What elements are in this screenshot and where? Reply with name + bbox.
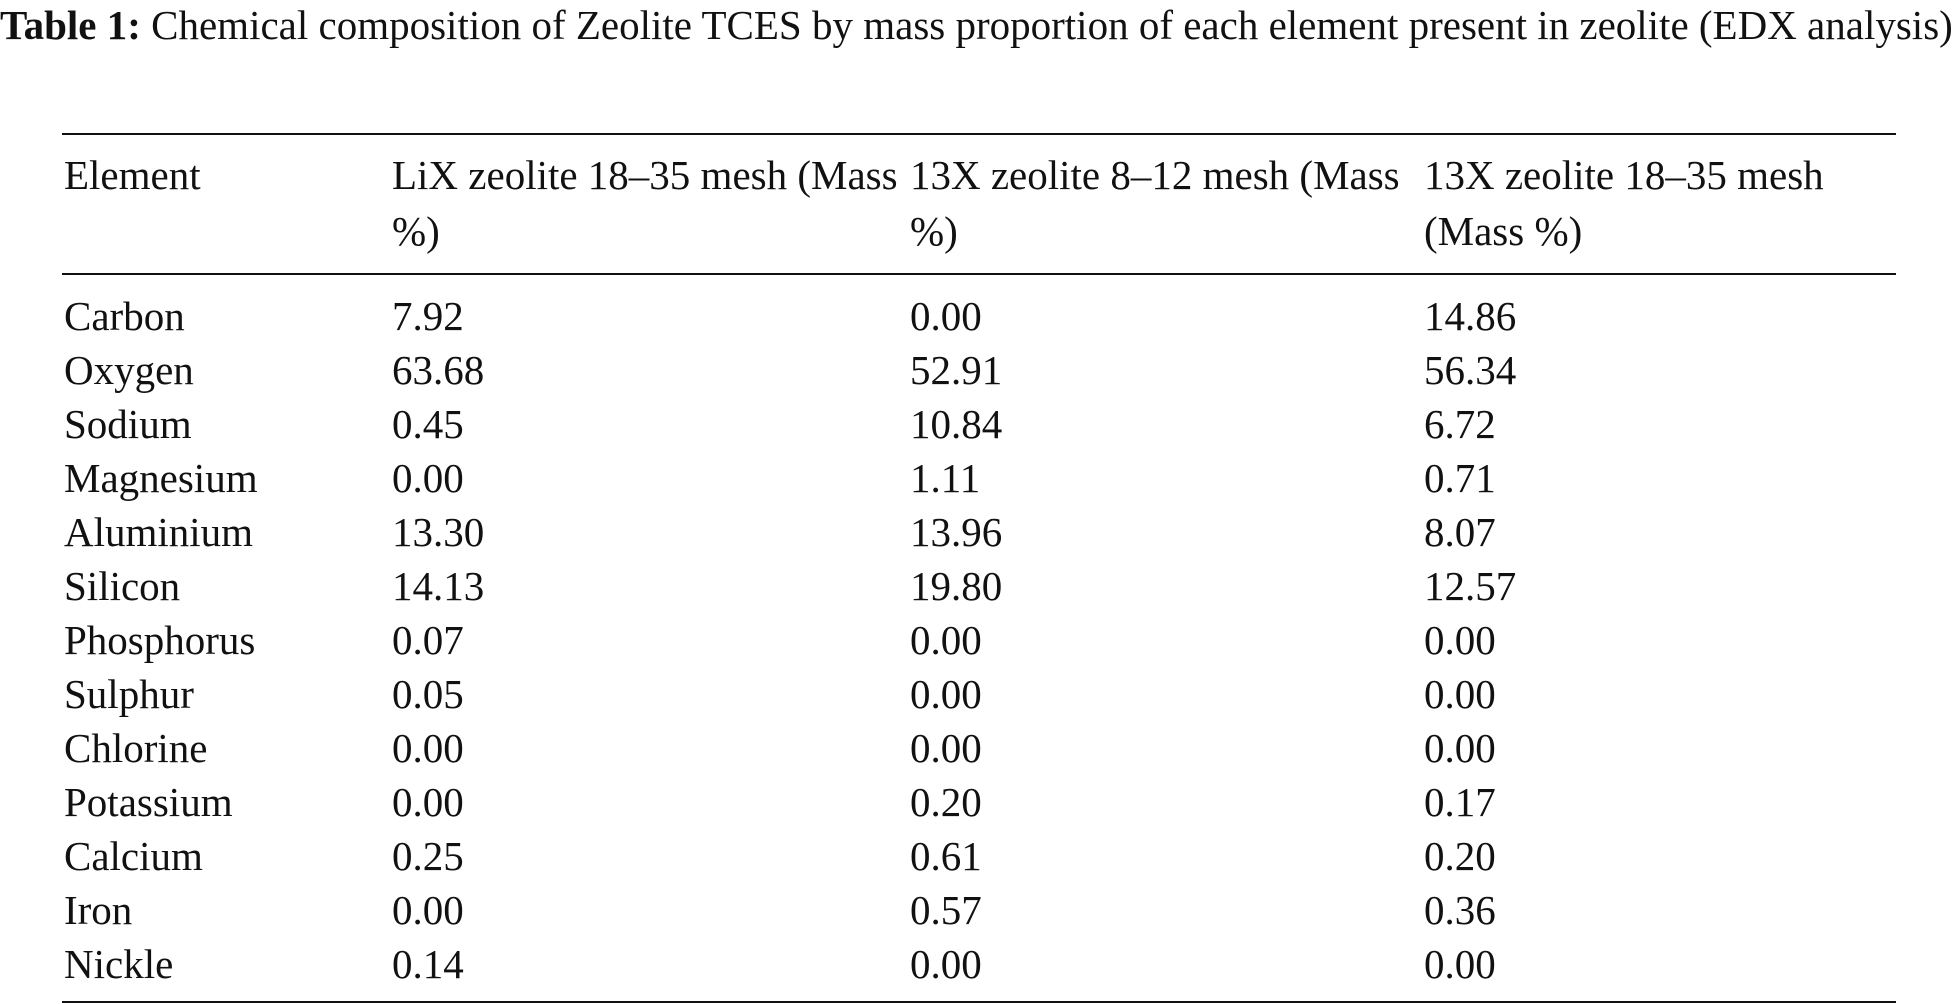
13x-8-12-cell: 0.61	[910, 833, 982, 879]
element-cell: Chlorine	[64, 725, 208, 771]
composition-table: Element LiX zeolite 18–35 mesh (Mass %) …	[62, 133, 1896, 1003]
element-cell: Oxygen	[64, 347, 194, 393]
element-cell: Carbon	[64, 293, 185, 339]
lix-18-35-cell: 13.30	[392, 509, 485, 555]
13x-18-35-cell: 0.17	[1424, 779, 1496, 825]
13x-8-12-cell: 0.57	[910, 887, 982, 933]
table-row: Sodium 0.45 10.84 6.72	[62, 397, 1896, 451]
table-row: Nickle 0.14 0.00 0.00	[62, 937, 1896, 1002]
13x-8-12-cell: 0.00	[910, 617, 982, 663]
13x-18-35-cell: 0.71	[1424, 455, 1496, 501]
table-row: Aluminium 13.30 13.96 8.07	[62, 505, 1896, 559]
13x-8-12-cell: 0.00	[910, 725, 982, 771]
element-cell: Calcium	[64, 833, 203, 879]
lix-18-35-cell: 0.05	[392, 671, 464, 717]
element-cell: Phosphorus	[64, 617, 256, 663]
table-row: Silicon 14.13 19.80 12.57	[62, 559, 1896, 613]
13x-18-35-cell: 0.00	[1424, 725, 1496, 771]
table-caption-label: Table 1:	[0, 2, 141, 48]
lix-18-35-cell: 0.00	[392, 455, 464, 501]
element-cell: Silicon	[64, 563, 181, 609]
lix-18-35-cell: 0.00	[392, 887, 464, 933]
lix-18-35-cell: 14.13	[392, 563, 485, 609]
13x-8-12-cell: 13.96	[910, 509, 1003, 555]
13x-8-12-cell: 19.80	[910, 563, 1003, 609]
table-header: Element LiX zeolite 18–35 mesh (Mass %) …	[62, 134, 1896, 274]
table-row: Sulphur 0.05 0.00 0.00	[62, 667, 1896, 721]
table-caption-text: Chemical composition of Zeolite TCES by …	[151, 2, 1953, 48]
13x-18-35-cell: 56.34	[1424, 347, 1517, 393]
table-row: Carbon 7.92 0.00 14.86	[62, 274, 1896, 343]
13x-8-12-cell: 1.11	[910, 455, 981, 501]
element-cell: Nickle	[64, 941, 174, 987]
table-row: Phosphorus 0.07 0.00 0.00	[62, 613, 1896, 667]
element-cell: Sulphur	[64, 671, 194, 717]
13x-8-12-cell: 10.84	[910, 401, 1003, 447]
table-row: Calcium 0.25 0.61 0.20	[62, 829, 1896, 883]
lix-18-35-cell: 63.68	[392, 347, 485, 393]
table-body: Carbon 7.92 0.00 14.86 Oxygen 63.68 52.91 56.34…	[62, 274, 1896, 1002]
element-cell: Potassium	[64, 779, 233, 825]
table-row: Chlorine 0.00 0.00 0.00	[62, 721, 1896, 775]
lix-18-35-cell: 0.00	[392, 725, 464, 771]
column-header-13x-8-12: 13X zeolite 8–12 mesh (Mass %)	[910, 152, 1400, 254]
lix-18-35-cell: 0.14	[392, 941, 464, 987]
13x-18-35-cell: 8.07	[1424, 509, 1496, 555]
element-cell: Magnesium	[64, 455, 258, 501]
13x-8-12-cell: 52.91	[910, 347, 1003, 393]
lix-18-35-cell: 0.25	[392, 833, 464, 879]
lix-18-35-cell: 7.92	[392, 293, 464, 339]
13x-8-12-cell: 0.00	[910, 671, 982, 717]
lix-18-35-cell: 0.07	[392, 617, 464, 663]
13x-18-35-cell: 0.00	[1424, 617, 1496, 663]
table-row: Iron 0.00 0.57 0.36	[62, 883, 1896, 937]
composition-table-wrapper: Element LiX zeolite 18–35 mesh (Mass %) …	[62, 133, 1896, 1003]
column-header-13x-18-35: 13X zeolite 18–35 mesh (Mass %)	[1424, 152, 1824, 254]
13x-18-35-cell: 0.00	[1424, 671, 1496, 717]
13x-8-12-cell: 0.20	[910, 779, 982, 825]
13x-18-35-cell: 0.20	[1424, 833, 1496, 879]
table-row: Oxygen 63.68 52.91 56.34	[62, 343, 1896, 397]
element-cell: Aluminium	[64, 509, 254, 555]
table-caption: Table 1: Chemical composition of Zeolite…	[0, 0, 1954, 50]
column-header-element: Element	[64, 152, 201, 198]
table-row: Potassium 0.00 0.20 0.17	[62, 775, 1896, 829]
element-cell: Iron	[64, 887, 133, 933]
header-row: Element LiX zeolite 18–35 mesh (Mass %) …	[62, 134, 1896, 274]
13x-18-35-cell: 0.00	[1424, 941, 1496, 987]
13x-18-35-cell: 0.36	[1424, 887, 1496, 933]
13x-18-35-cell: 14.86	[1424, 293, 1517, 339]
lix-18-35-cell: 0.45	[392, 401, 464, 447]
13x-8-12-cell: 0.00	[910, 293, 982, 339]
13x-18-35-cell: 12.57	[1424, 563, 1517, 609]
13x-18-35-cell: 6.72	[1424, 401, 1496, 447]
element-cell: Sodium	[64, 401, 192, 447]
table-row: Magnesium 0.00 1.11 0.71	[62, 451, 1896, 505]
13x-8-12-cell: 0.00	[910, 941, 982, 987]
column-header-lix-18-35: LiX zeolite 18–35 mesh (Mass %)	[392, 152, 898, 254]
lix-18-35-cell: 0.00	[392, 779, 464, 825]
